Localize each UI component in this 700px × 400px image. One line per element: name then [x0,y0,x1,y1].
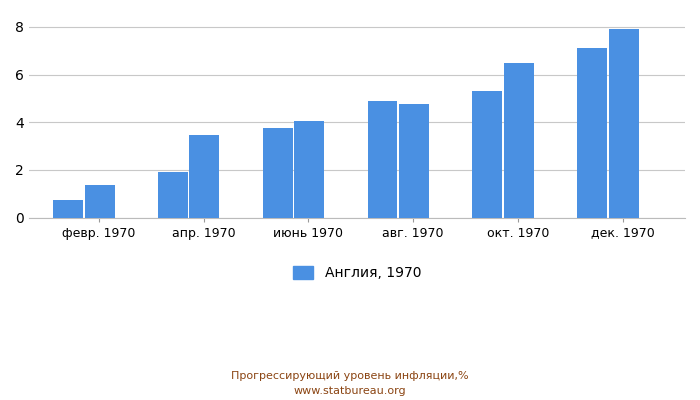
Text: Прогрессирующий уровень инфляции,%
www.statbureau.org: Прогрессирующий уровень инфляции,% www.s… [231,371,469,396]
Bar [473,91,502,218]
Legend: Англия, 1970: Англия, 1970 [287,261,426,286]
Bar [294,121,324,218]
Bar [85,185,115,218]
Bar [504,63,533,218]
Bar [368,101,398,218]
Bar [608,29,638,218]
Bar [158,172,188,218]
Bar [53,200,83,218]
Bar [262,128,293,218]
Bar [399,104,429,218]
Bar [190,135,219,218]
Bar [577,48,607,218]
